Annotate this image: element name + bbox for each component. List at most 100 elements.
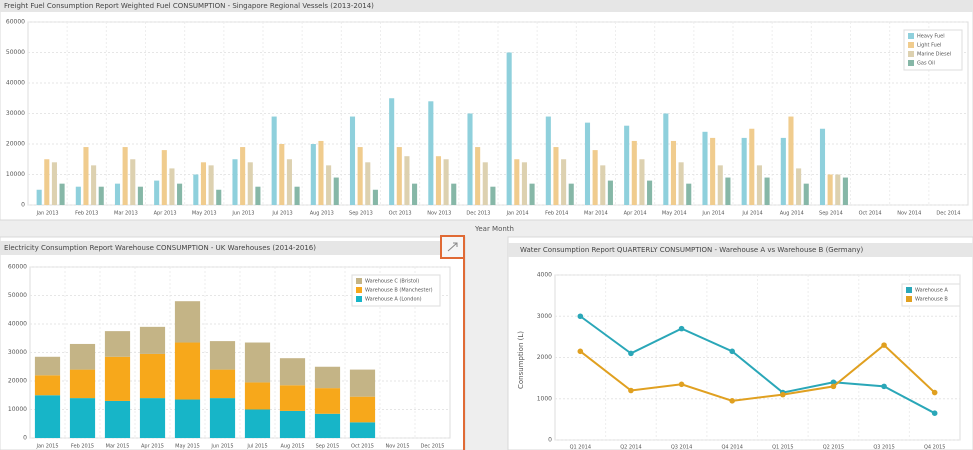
bar [451,183,457,205]
x-tick-label: Sep 2015 [316,444,340,450]
y-axis-label: Consumption (L) [517,331,525,389]
x-tick-label: Oct 2013 [389,211,412,217]
bar-segment [104,331,131,357]
legend-label: Warehouse B (Manchester) [365,288,433,294]
y-tick-label: 20000 [8,378,27,385]
y-tick-label: 20000 [6,141,25,148]
point [577,348,584,355]
x-tick-label: Jul 2014 [741,211,762,217]
bar [529,183,535,205]
x-tick-label: Apr 2013 [154,211,177,217]
bar [114,183,121,205]
bar [333,177,339,205]
bar-segment [279,385,306,411]
point [628,387,634,394]
x-tick-label: Q3 2014 [671,445,692,450]
point [678,381,685,388]
bar [670,140,677,205]
legend-label: Marine Diesel [917,52,951,58]
point [729,398,735,404]
bar [36,189,42,205]
legend-label: Warehouse B [915,297,948,303]
bar [842,177,848,205]
x-tick-label: Oct 2015 [351,444,374,450]
x-tick-label: Jun 2013 [231,211,254,217]
x-tick-label: Jan 2014 [506,211,529,217]
bar [404,156,410,205]
bar [365,162,371,205]
x-tick-label: Aug 2015 [280,444,304,450]
x-tick-label: Dec 2014 [936,211,960,217]
x-tick-label: Feb 2015 [71,444,94,450]
bar [607,180,613,205]
bar [717,165,723,205]
bar [169,168,175,205]
bar-segment [174,342,201,400]
bar [835,174,841,205]
legend-swatch [356,278,362,284]
x-tick-label: May 2015 [175,444,200,450]
bar [349,116,356,205]
bar-segment [244,409,271,438]
point [577,313,584,320]
bar [98,186,104,205]
x-tick-label: Nov 2013 [427,211,451,217]
bar [193,174,199,205]
x-tick-label: Q1 2014 [570,445,591,450]
bar [756,165,762,205]
bar [702,131,708,205]
x-tick-label: Jun 2014 [701,211,724,217]
y-tick-label: 3000 [537,313,552,320]
bar [686,183,692,205]
x-tick-label: Mar 2015 [106,444,130,450]
bar-segment [104,400,131,438]
bar [631,140,637,205]
expand-icon [447,242,458,252]
bar-segment [139,353,166,399]
bar [553,147,559,205]
bar [796,168,802,205]
bar [467,113,473,205]
point [881,342,887,348]
bar-segment [69,343,96,370]
x-tick-label: Feb 2013 [75,211,98,217]
bar-segment [314,388,341,414]
bar-segment [314,413,341,438]
x-tick-label: Q2 2014 [620,445,641,450]
x-tick-label: Q4 2014 [721,445,742,450]
y-tick-label: 30000 [6,110,25,117]
bar [710,137,716,205]
bar [44,159,50,205]
x-tick-label: Mar 2013 [114,211,138,217]
bar [827,174,833,205]
bar [75,186,81,205]
bar [678,162,684,205]
bar [208,165,214,205]
legend-swatch [908,51,914,57]
bar-segment [279,410,306,438]
bar-segment [244,342,271,383]
bar [592,150,598,205]
y-tick-label: 0 [548,437,552,444]
bar [443,159,449,205]
bar [372,189,378,205]
x-tick-label: Q4 2015 [924,445,945,450]
bar [741,137,747,205]
bar [639,159,645,205]
bar [749,128,755,205]
bar-segment [34,375,61,396]
bar [294,186,300,205]
y-tick-label: 60000 [8,264,27,271]
bar [482,162,488,205]
bar-segment [209,398,236,438]
bar [624,125,630,205]
bar [389,98,395,205]
bar [122,147,128,205]
bar [663,113,669,205]
x-tick-label: Jan 2015 [35,444,58,450]
bar [240,147,246,205]
bar [255,186,261,205]
bar-segment [314,366,341,389]
legend-box [901,283,961,307]
bar-segment [209,341,236,370]
